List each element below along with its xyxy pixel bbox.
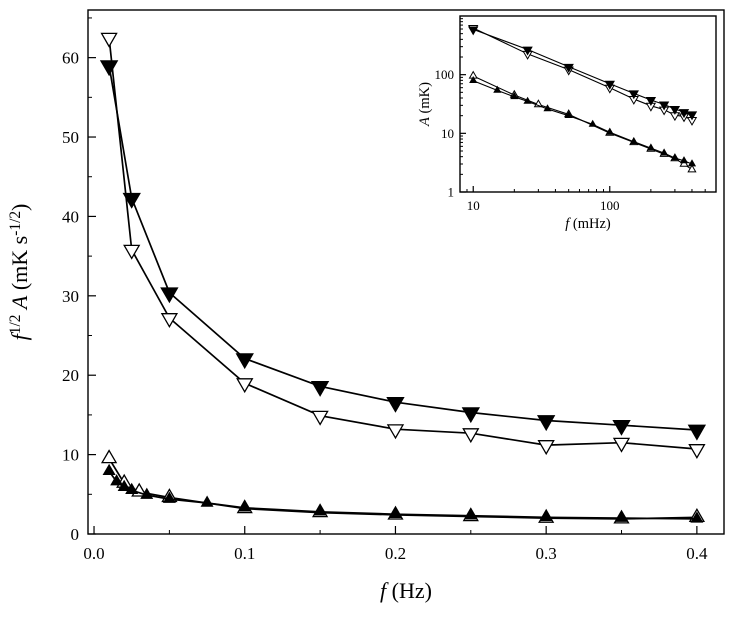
- main-ytick-label: 30: [62, 287, 79, 306]
- inset-yaxis-title: A (mK): [417, 82, 433, 127]
- inset-xtick-label: 10: [467, 198, 480, 213]
- inset-ytick-label: 1: [448, 185, 455, 200]
- inset-frame: [459, 15, 717, 193]
- main-xaxis-title: f (Hz): [380, 578, 432, 603]
- inset-chart: 10 100 1 10 100 f (mHz) A (mK): [417, 15, 717, 232]
- inset-xtick-label: 100: [600, 198, 620, 213]
- main-ytick-label: 20: [62, 366, 79, 385]
- main-ytick-label: 10: [62, 446, 79, 465]
- main-xtick-label: 0.2: [385, 544, 406, 563]
- main-series-filled-down-triangle: [99, 60, 707, 441]
- inset-series-filled-up-triangle: [469, 76, 697, 167]
- inset-xaxis-title: f (mHz): [565, 216, 611, 232]
- main-ticks: 0.0 0.1 0.2 0.3 0.4 0 10 20 30 40 50 60: [62, 17, 708, 563]
- inset-ytick-label: 10: [441, 126, 454, 141]
- main-ytick-label: 0: [71, 525, 80, 544]
- main-xtick-label: 0.3: [536, 544, 557, 563]
- main-ytick-label: 60: [62, 49, 79, 68]
- main-xtick-label: 0.4: [686, 544, 708, 563]
- main-xtick-label: 0.0: [83, 544, 104, 563]
- main-series-filled-up-triangle: [102, 463, 704, 523]
- main-ytick-label: 50: [62, 128, 79, 147]
- inset-ytick-label: 100: [435, 67, 455, 82]
- inset-series-filled-down-triangle: [468, 26, 698, 121]
- main-series-open-down-triangle: [100, 32, 706, 460]
- inset-ticks: 10 100 1 10 100: [435, 18, 706, 213]
- main-ytick-label: 40: [62, 207, 79, 226]
- main-yaxis-title: f1/2 A (mK s-1/2): [7, 204, 32, 341]
- main-xtick-label: 0.1: [234, 544, 255, 563]
